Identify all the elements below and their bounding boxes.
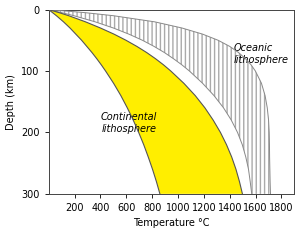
Y-axis label: Depth (km): Depth (km): [6, 74, 16, 130]
Text: Continental
lithosphere: Continental lithosphere: [101, 112, 157, 134]
X-axis label: Temperature °C: Temperature °C: [133, 219, 210, 228]
Text: Oceanic
lithosphere: Oceanic lithosphere: [234, 43, 289, 65]
